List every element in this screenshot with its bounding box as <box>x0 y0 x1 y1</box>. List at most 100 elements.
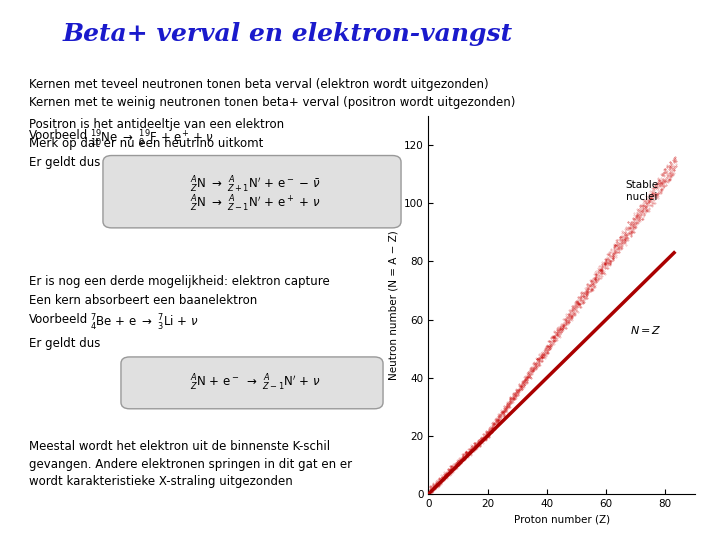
Point <box>496 408 508 416</box>
Point <box>577 292 589 301</box>
Point <box>555 328 567 336</box>
Point <box>549 336 560 345</box>
Point <box>562 315 574 324</box>
Point <box>646 194 657 202</box>
Point <box>497 409 508 417</box>
Point <box>541 346 553 355</box>
Point <box>536 354 548 362</box>
Point <box>628 227 639 236</box>
Point <box>668 163 680 172</box>
Point <box>639 198 650 207</box>
Point <box>548 327 559 336</box>
Point <box>619 230 631 239</box>
Point <box>554 332 566 341</box>
Point <box>427 481 438 490</box>
Point <box>611 241 623 249</box>
Point <box>605 257 616 266</box>
Point <box>622 218 634 226</box>
Point <box>456 456 468 464</box>
Point <box>486 424 498 433</box>
Point <box>460 451 472 460</box>
Point <box>665 163 676 171</box>
Point <box>554 324 566 333</box>
Point <box>526 369 538 378</box>
Point <box>652 180 663 188</box>
Point <box>594 269 606 278</box>
Point <box>465 444 477 453</box>
Point <box>538 353 549 361</box>
Point <box>498 411 509 420</box>
Point <box>628 223 639 232</box>
Point <box>590 275 601 284</box>
Point <box>438 473 449 482</box>
Point <box>605 252 616 261</box>
Point <box>533 357 544 366</box>
Point <box>500 402 512 410</box>
Point <box>429 481 441 489</box>
Text: Merk op dat er nu een neutrino uitkomt: Merk op dat er nu een neutrino uitkomt <box>29 137 264 150</box>
Point <box>619 228 631 237</box>
Point <box>644 197 655 206</box>
Point <box>544 341 556 350</box>
Point <box>485 427 497 436</box>
Point <box>440 470 451 478</box>
Point <box>625 231 636 239</box>
Point <box>431 481 443 490</box>
Point <box>595 269 606 278</box>
Point <box>594 267 606 276</box>
Point <box>629 222 641 231</box>
Point <box>648 183 660 192</box>
Point <box>644 203 655 212</box>
Point <box>466 446 477 455</box>
Point <box>498 407 509 415</box>
Point <box>609 249 621 258</box>
Point <box>485 426 497 435</box>
Point <box>438 471 450 480</box>
Point <box>549 334 561 342</box>
Point <box>616 236 628 245</box>
Point <box>466 444 477 453</box>
Point <box>532 359 544 367</box>
Point <box>449 461 461 469</box>
Point <box>603 255 615 264</box>
Point <box>454 457 465 465</box>
Point <box>549 330 560 339</box>
Point <box>539 351 550 360</box>
Point <box>637 213 649 221</box>
Point <box>486 424 498 433</box>
Point <box>658 179 670 187</box>
Point <box>625 227 636 235</box>
Point <box>521 374 532 383</box>
Point <box>580 285 592 294</box>
Point <box>644 201 656 210</box>
Point <box>468 445 480 454</box>
Point <box>498 408 510 416</box>
Point <box>599 261 611 270</box>
Point <box>441 470 452 479</box>
Point <box>440 469 451 477</box>
Point <box>468 438 480 447</box>
Point <box>654 178 666 186</box>
Point <box>566 306 577 314</box>
Point <box>490 416 501 424</box>
Point <box>431 481 443 489</box>
Point <box>599 259 611 268</box>
Point <box>457 452 469 461</box>
Point <box>467 443 479 452</box>
Point <box>596 268 608 276</box>
Point <box>599 269 611 278</box>
Point <box>570 311 581 320</box>
Point <box>424 487 436 496</box>
Point <box>521 375 533 384</box>
Point <box>486 426 498 434</box>
Point <box>544 345 555 353</box>
Point <box>466 446 477 455</box>
Point <box>575 292 587 301</box>
Point <box>578 288 590 296</box>
Point <box>536 350 548 359</box>
Point <box>507 397 518 406</box>
Point <box>613 239 625 248</box>
Point <box>660 165 671 173</box>
Point <box>505 398 517 407</box>
Point <box>531 355 543 363</box>
